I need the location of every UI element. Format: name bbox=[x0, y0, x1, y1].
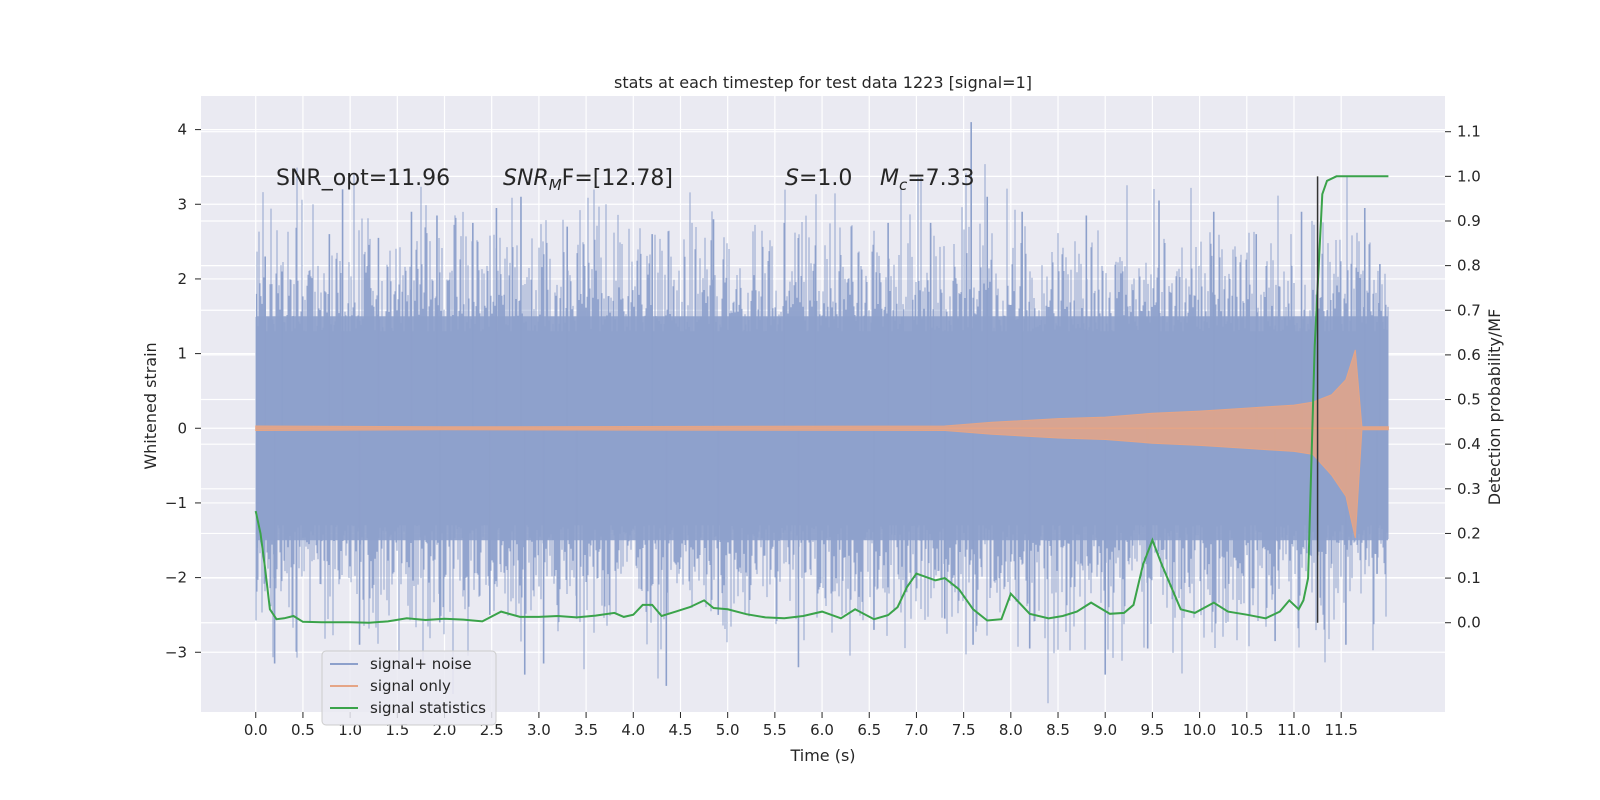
x-tick-label-20: 10.0 bbox=[1183, 721, 1216, 739]
x-tick-label-1: 0.5 bbox=[291, 721, 315, 739]
yr-tick-label-5: 0.5 bbox=[1457, 391, 1481, 409]
annotation-mc: Mc=7.33 bbox=[880, 166, 975, 194]
x-tick-label-23: 11.5 bbox=[1324, 721, 1357, 739]
yl-tick-label-5: 2 bbox=[177, 270, 187, 288]
yl-tick-label-6: 3 bbox=[177, 195, 187, 213]
legend-label-noise: signal+ noise bbox=[370, 655, 472, 673]
mc-name: M bbox=[880, 166, 899, 191]
yr-tick-label-1: 0.1 bbox=[1457, 569, 1481, 587]
x-tick-label-0: 0.0 bbox=[244, 721, 268, 739]
signal-envelope bbox=[255, 349, 1389, 539]
x-tick-label-11: 5.5 bbox=[763, 721, 787, 739]
x-tick-label-17: 8.5 bbox=[1046, 721, 1070, 739]
yl-tick-label-0: −3 bbox=[165, 643, 187, 661]
yr-tick-label-3: 0.3 bbox=[1457, 480, 1481, 498]
x-tick-label-19: 9.5 bbox=[1140, 721, 1164, 739]
yl-tick-label-1: −2 bbox=[165, 569, 187, 587]
x-tick-label-12: 6.0 bbox=[810, 721, 834, 739]
yr-tick-label-8: 0.8 bbox=[1457, 257, 1481, 275]
mc-sub: c bbox=[899, 176, 908, 194]
snr-mf-rest: F=[12.78] bbox=[562, 166, 673, 191]
s-rest: =1.0 bbox=[799, 166, 852, 191]
yr-tick-label-11: 1.1 bbox=[1457, 123, 1481, 141]
legend-label-stats: signal statistics bbox=[370, 699, 486, 717]
x-tick-label-6: 3.0 bbox=[527, 721, 551, 739]
x-tick-label-14: 7.0 bbox=[905, 721, 929, 739]
yr-tick-label-0: 0.0 bbox=[1457, 614, 1481, 632]
yr-tick-label-2: 0.2 bbox=[1457, 524, 1481, 542]
x-tick-label-7: 3.5 bbox=[574, 721, 598, 739]
yr-tick-label-10: 1.0 bbox=[1457, 167, 1481, 185]
s-name: S bbox=[785, 166, 799, 191]
snr-mf-sub: M bbox=[549, 176, 562, 194]
y-axis-label-right: Detection probability/MF bbox=[1485, 309, 1504, 506]
x-tick-label-18: 9.0 bbox=[1093, 721, 1117, 739]
x-axis-label: Time (s) bbox=[789, 746, 855, 765]
annotation-snr-mf: SNRMF=[12.78] bbox=[503, 166, 673, 194]
series-signal-only bbox=[255, 349, 1389, 539]
annotation-s: S=1.0 bbox=[785, 166, 852, 191]
yl-tick-label-3: 0 bbox=[177, 419, 187, 437]
snr-mf-name: SNR bbox=[503, 166, 549, 191]
x-tick-label-9: 4.5 bbox=[669, 721, 693, 739]
yl-tick-label-2: −1 bbox=[165, 494, 187, 512]
legend-label-signal: signal only bbox=[370, 677, 451, 695]
yr-tick-label-9: 0.9 bbox=[1457, 212, 1481, 230]
x-tick-label-13: 6.5 bbox=[857, 721, 881, 739]
y-axis-label-left: Whitened strain bbox=[141, 342, 160, 469]
legend-box bbox=[321, 650, 497, 726]
mc-rest: =7.33 bbox=[907, 166, 974, 191]
x-tick-label-22: 11.0 bbox=[1277, 721, 1310, 739]
legend: signal+ noise signal only signal statist… bbox=[321, 650, 497, 726]
x-tick-label-8: 4.0 bbox=[621, 721, 645, 739]
yr-tick-label-6: 0.6 bbox=[1457, 346, 1481, 364]
x-tick-label-21: 10.5 bbox=[1230, 721, 1263, 739]
series-signal-statistics bbox=[254, 175, 1389, 624]
yl-tick-label-7: 4 bbox=[177, 121, 187, 139]
chart-title: stats at each timestep for test data 122… bbox=[614, 73, 1032, 92]
yl-tick-label-4: 1 bbox=[177, 345, 187, 363]
annotation-snr-opt: SNR_opt=11.96 bbox=[276, 166, 450, 191]
x-tick-label-16: 8.0 bbox=[999, 721, 1023, 739]
x-tick-label-10: 5.0 bbox=[716, 721, 740, 739]
stats-line bbox=[254, 175, 1389, 624]
yr-tick-label-7: 0.7 bbox=[1457, 301, 1481, 319]
axis-ticks: 0.0 0.5 1.0 1.5 2.0 2.5 3.0 3.5 4.0 4.5 5.0 5.5 6.0 6… bbox=[165, 121, 1481, 739]
yr-tick-label-4: 0.4 bbox=[1457, 435, 1481, 453]
x-tick-label-15: 7.5 bbox=[952, 721, 976, 739]
